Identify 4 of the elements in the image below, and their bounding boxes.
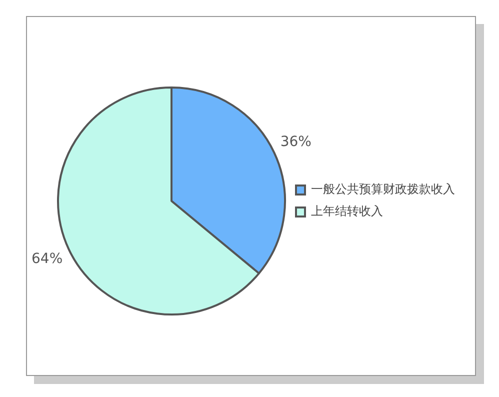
legend-label: 上年结转收入 bbox=[311, 204, 383, 218]
data-label: 36% bbox=[280, 134, 312, 150]
legend-label: 一般公共预算财政拨款收入 bbox=[311, 182, 455, 196]
data-label: 64% bbox=[32, 251, 63, 268]
